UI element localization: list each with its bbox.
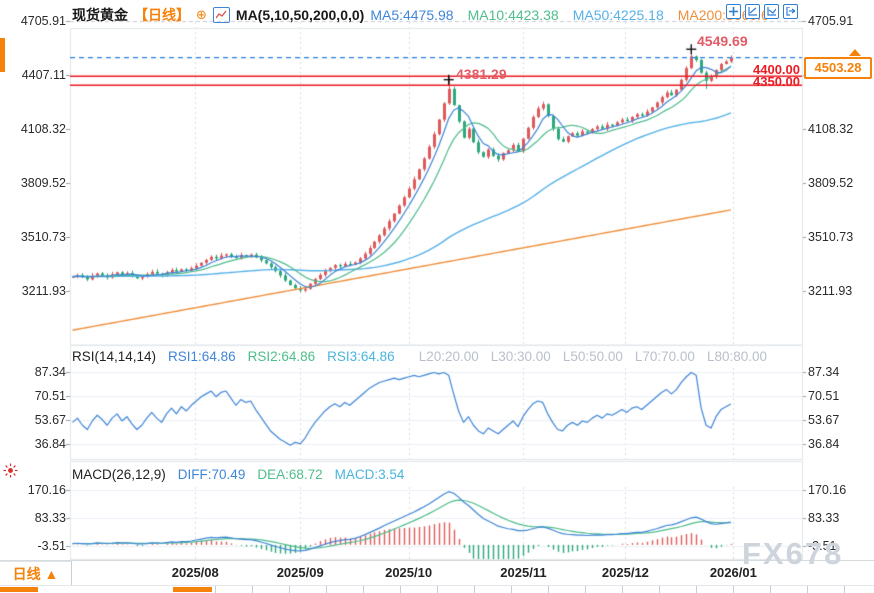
rsi-header: RSI(14,14,14) RSI1:64.86 RSI2:64.86 RSI3:64… (72, 349, 791, 364)
chart-type-icon[interactable] (212, 7, 230, 23)
axis-label: 4705.91 (20, 14, 66, 28)
macd-value: DIFF:70.49 (177, 467, 246, 482)
rsi-values-strip: RSI1:64.86 RSI2:64.86 RSI3:64.86 (168, 349, 407, 364)
month-label: 2025/12 (601, 565, 649, 580)
navigator-segment[interactable] (0, 587, 38, 592)
axis-label: -3.51 (37, 539, 67, 553)
rsi-level: L20:20.00 (418, 349, 479, 364)
watermark: FX678 (742, 536, 844, 571)
axis-label: 4705.91 (808, 14, 854, 28)
macd-value: DEA:68.72 (257, 467, 323, 482)
axis-label: 70.51 (34, 388, 66, 403)
x-axis-row (0, 560, 874, 586)
current-price-badge: 4503.28 (804, 57, 872, 79)
axis-label: 53.67 (34, 413, 66, 427)
period-tag[interactable]: 【日线】 (134, 7, 190, 23)
axis-label: -3.51 (808, 539, 837, 553)
axis-label: 3809.52 (20, 176, 66, 190)
axis-label: 83.33 (808, 511, 840, 525)
axis-label: 36.84 (34, 437, 66, 451)
crosshair-tool-button[interactable] (726, 4, 741, 19)
timeline-navigator[interactable] (0, 585, 874, 593)
macd-values-strip: DIFF:70.49 DEA:68.72 MACD:3.54 (178, 467, 417, 482)
price-up-arrow-icon (849, 49, 861, 56)
left-accent-bar (0, 38, 5, 72)
axis-label: 4407.11 (21, 68, 66, 82)
instrument-title: 现货黄金 (72, 7, 128, 23)
exit-zoom-tool-button[interactable] (783, 4, 798, 19)
axis-label: 170.16 (808, 483, 847, 497)
axis-label: 3510.73 (808, 230, 854, 244)
axis-label: 4108.32 (808, 122, 854, 136)
navigator-ticks (215, 586, 874, 593)
axis-label: 87.34 (34, 365, 66, 379)
chart-header: 现货黄金 【日线】 ⊕ MA(5,10,50,200,0,0) MA5:4475… (72, 5, 783, 25)
rsi-levels-strip: L20:20.00 L30:30.00 L50:50.00 L70:70.00 L80:… (419, 349, 779, 364)
axis-label: 3211.93 (21, 284, 66, 298)
period-tab-daily[interactable]: 日线 ▲ (0, 561, 72, 585)
ma-value: MA10:4423.38 (467, 7, 559, 23)
add-indicator-icon[interactable]: ⊕ (196, 7, 207, 22)
rsi-title[interactable]: RSI(14,14,14) (72, 349, 157, 364)
rsi-level: L80:80.00 (706, 349, 767, 364)
rsi-value: RSI3:64.86 (327, 349, 395, 364)
ma-values-strip: MA5:4475.98 MA10:4423.38 MA50:4225.18 MA200… (370, 7, 783, 23)
month-label: 2025/08 (171, 565, 219, 580)
prior-high-label: 4381.29 (456, 66, 507, 82)
rsi-value: RSI2:64.86 (247, 349, 316, 364)
month-label: 2025/09 (276, 565, 324, 580)
macd-title[interactable]: MACD(26,12,9) (72, 467, 166, 482)
axis-label: 3809.52 (808, 176, 854, 190)
navigator-segment[interactable] (173, 587, 212, 592)
axis-label: 3510.73 (20, 230, 66, 244)
rsi-level: L30:30.00 (490, 349, 551, 364)
axis-label: 4108.32 (20, 122, 66, 136)
ma-value: MA50:4225.18 (572, 7, 664, 23)
axis-label: 53.67 (808, 413, 840, 427)
axis-label: 87.34 (808, 365, 840, 379)
macd-value: MACD:3.54 (334, 467, 405, 482)
alert-sun-icon[interactable] (3, 463, 18, 478)
axis-label: 70.51 (808, 388, 840, 403)
alert-line-label-4400[interactable]: 4400.00 (753, 62, 800, 77)
ma-value: MA5:4475.98 (370, 7, 454, 23)
rsi-level: L70:70.00 (634, 349, 695, 364)
ma-formula: MA(5,10,50,200,0,0) (235, 7, 365, 23)
alert-line-label-4350[interactable]: 4350.00 (753, 74, 800, 89)
month-label: 2025/10 (385, 565, 433, 580)
swing-high-label: 4549.69 (697, 33, 748, 49)
macd-header: MACD(26,12,9) DIFF:70.49 DEA:68.72 MACD:3.5… (72, 467, 428, 482)
rsi-level: L50:50.00 (562, 349, 623, 364)
axis-label: 83.33 (34, 511, 66, 525)
zoom-x-right-tool-button[interactable] (764, 4, 779, 19)
axis-label: 3211.93 (808, 284, 853, 298)
zoom-x-left-tool-button[interactable] (745, 4, 760, 19)
chart-toolbar (726, 4, 798, 19)
axis-label: 36.84 (808, 437, 840, 451)
rsi-value: RSI1:64.86 (168, 349, 236, 364)
month-label: 2025/11 (500, 565, 547, 580)
month-label: 2026/01 (709, 565, 757, 580)
axis-label: 170.16 (27, 483, 66, 497)
